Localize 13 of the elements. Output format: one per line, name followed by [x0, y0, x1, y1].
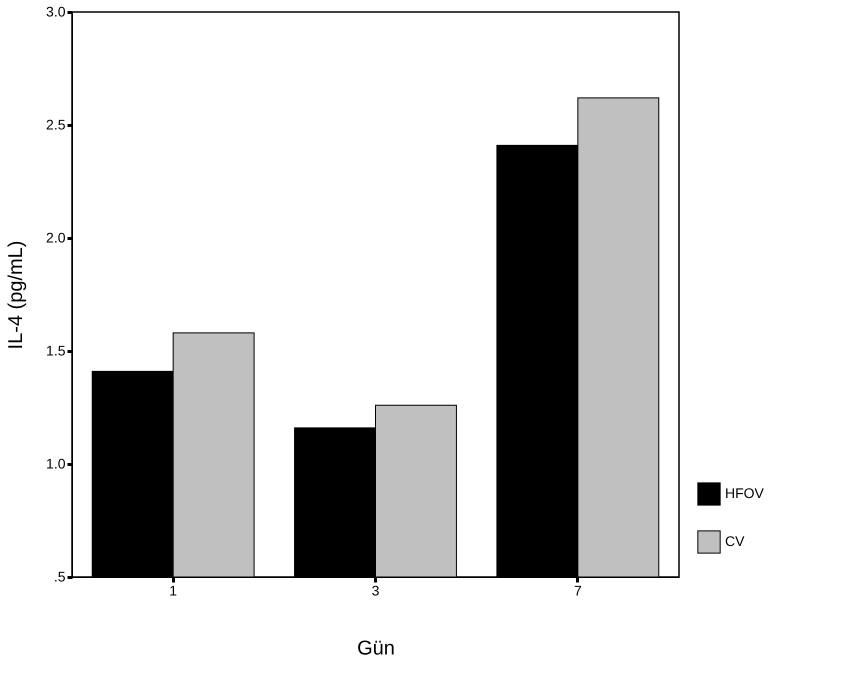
y-tick-label: 2.5 [46, 116, 66, 132]
x-tick-label: 7 [574, 582, 582, 598]
y-tick-label: 3.0 [46, 4, 66, 20]
x-tick-label: 1 [169, 582, 178, 598]
y-tick-label: 1.0 [46, 456, 66, 472]
y-axis-title: IL-4 (pg/mL) [5, 240, 28, 350]
legend-label: HFOV [725, 485, 765, 501]
y-tick-label: 2.0 [46, 230, 66, 246]
x-tick-label: 3 [372, 582, 380, 598]
y-tick-label: .5 [54, 568, 66, 584]
legend-label: CV [725, 533, 746, 549]
y-tick-label: 1.5 [46, 342, 66, 358]
x-axis-title: Gün [357, 638, 395, 660]
